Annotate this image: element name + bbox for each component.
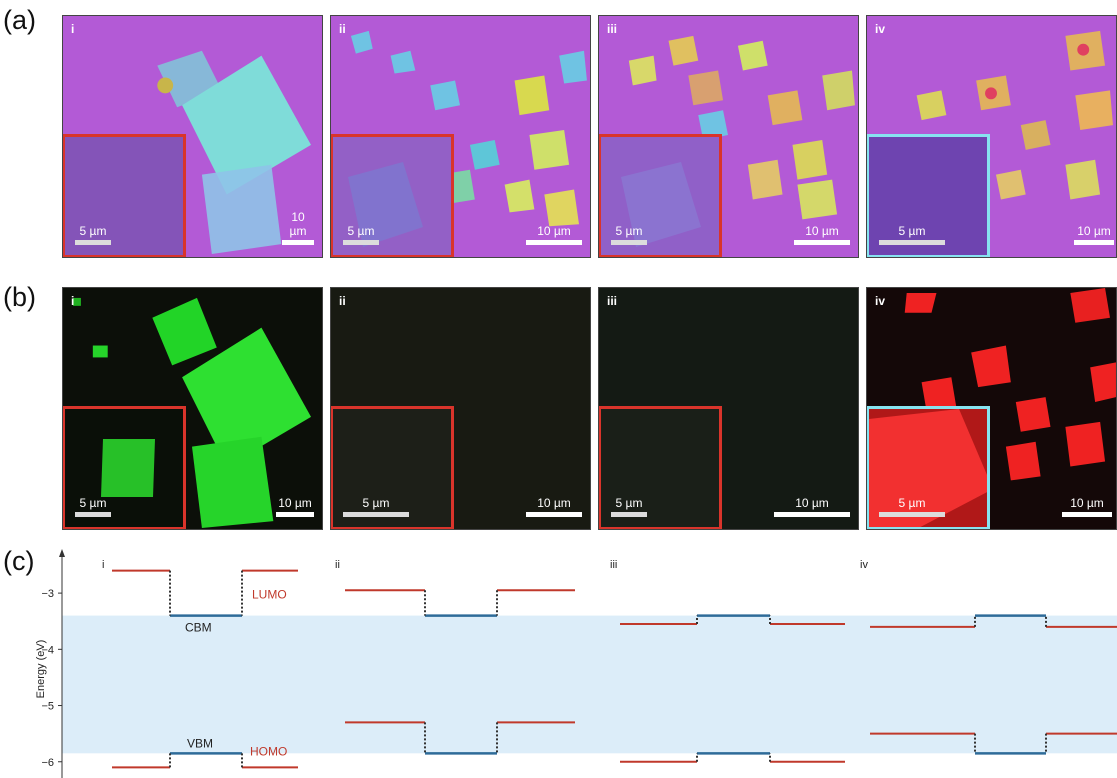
y-axis-arrow [59, 549, 65, 557]
panel-label: iv [875, 294, 886, 308]
scale-bar-large: 10 µm [282, 210, 314, 245]
panel-label: iii [607, 22, 618, 36]
inset-image: 5 µm [599, 134, 722, 257]
inset-image: 5 µm [63, 134, 186, 257]
optical-flakes-i [157, 50, 312, 255]
scale-bar-large: 10 µm [526, 224, 582, 245]
optical-image-i: i 5 µm 10 µm [62, 15, 323, 258]
y-tick-label: −4 [41, 644, 54, 656]
panel-label: ii [339, 294, 346, 308]
diagram-panel-label: ii [335, 559, 340, 571]
homo-label: HOMO [250, 744, 287, 758]
row-label-b: (b) [3, 282, 36, 312]
pl-image-iv: iv 5 µm 10 µm [866, 287, 1117, 530]
optical-flakes-iii [628, 35, 855, 220]
inset-image: 5 µm [63, 406, 186, 529]
scale-bar-small: 5 µm [879, 496, 945, 517]
pl-image-i: i 5 µm 10 µm [62, 287, 323, 530]
scale-bar-small: 5 µm [343, 496, 409, 517]
scale-bar-large: 10 µm [276, 496, 314, 517]
panel-label: i [71, 22, 75, 36]
lumo-label: LUMO [252, 588, 287, 602]
pl-image-iii: iii 5 µm 10 µm [598, 287, 859, 530]
pl-image-ii: ii 5 µm 10 µm [330, 287, 591, 530]
y-tick-label: −5 [41, 701, 54, 713]
scale-bar-small: 5 µm [75, 496, 111, 517]
optical-image-iv: iv 5 µm 10 µm [866, 15, 1117, 258]
y-tick-label: −3 [41, 588, 54, 600]
scale-bar-small: 5 µm [611, 496, 647, 517]
pl-flakes-i [72, 297, 312, 529]
band-gap-region [62, 615, 1117, 754]
diagram-panel-label: iv [860, 559, 868, 571]
inset-image: 5 µm [867, 406, 990, 529]
optical-flakes-iv [916, 30, 1113, 200]
inset-image: 5 µm [867, 134, 990, 257]
scale-bar-large: 10 µm [794, 224, 850, 245]
panel-label: i [71, 294, 75, 308]
optical-image-iii: iii 5 µm 10 µm [598, 15, 859, 258]
scale-bar-small: 5 µm [343, 224, 379, 245]
panel-label: ii [339, 22, 346, 36]
inset-image: 5 µm [331, 406, 454, 529]
scale-bar-large: 10 µm [1074, 224, 1114, 245]
inset-image: 5 µm [599, 406, 722, 529]
row-label-a: (a) [3, 5, 36, 35]
scale-bar-large: 10 µm [1062, 496, 1112, 517]
scale-bar-large: 10 µm [526, 496, 582, 517]
diagram-panel-label: i [102, 559, 104, 571]
diagram-panel-label: iii [610, 559, 617, 571]
energy-level-diagram: −3−4−5−6 Energy (eV) i ii iii iv LUMO HOMO … [35, 549, 1117, 778]
panel-label: iv [875, 22, 886, 36]
cbm-label: CBM [185, 621, 212, 635]
scale-bar-small: 5 µm [879, 224, 945, 245]
scale-bar-small: 5 µm [611, 224, 647, 245]
optical-flakes-ii [350, 30, 587, 227]
panel-label: iii [607, 294, 618, 308]
y-axis-label: Energy (eV) [35, 640, 47, 699]
inset-image: 5 µm [331, 134, 454, 257]
optical-image-ii: ii 5 µm 10 µm [330, 15, 591, 258]
vbm-label: VBM [187, 736, 213, 750]
pl-flakes-iv [904, 288, 1116, 481]
y-tick-label: −6 [41, 757, 54, 769]
row-label-c: (c) [3, 546, 35, 576]
scale-bar-large: 10 µm [774, 496, 850, 517]
scale-bar-small: 5 µm [75, 224, 111, 245]
